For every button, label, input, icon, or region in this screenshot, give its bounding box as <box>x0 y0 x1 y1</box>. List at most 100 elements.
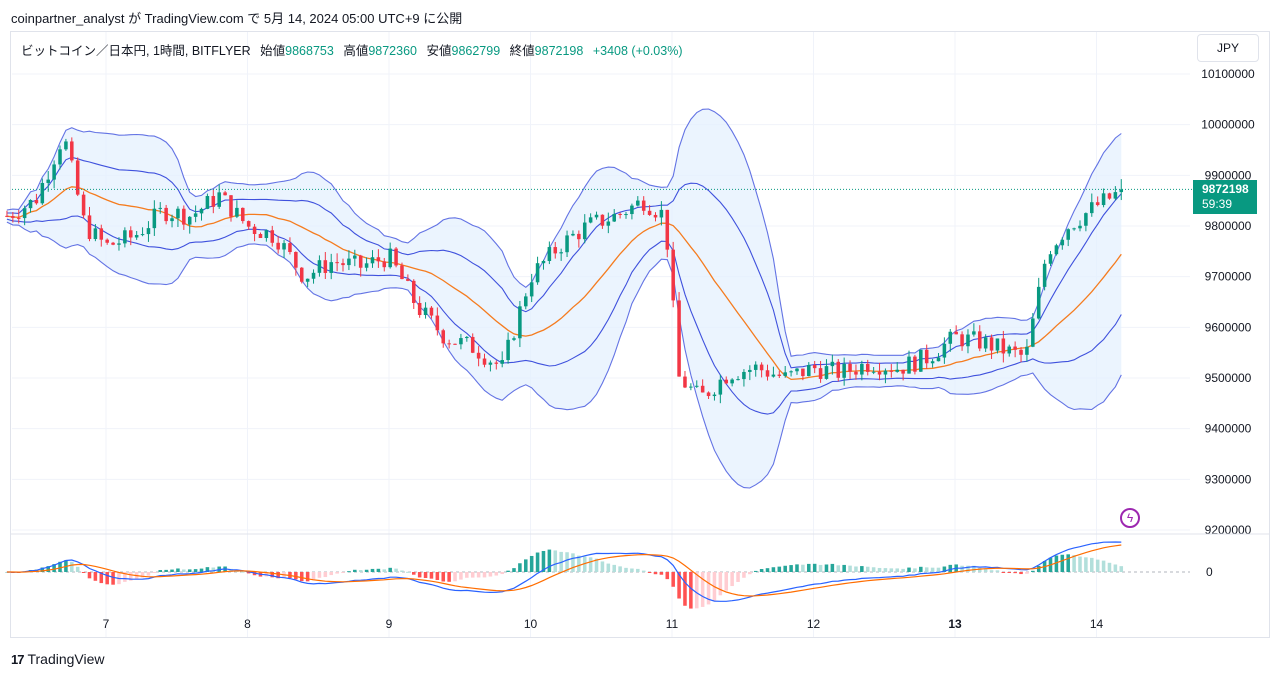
macd-histogram-bar <box>335 572 339 574</box>
macd-histogram-bar <box>848 565 852 572</box>
candle-body <box>358 255 363 268</box>
candle-body <box>689 386 693 388</box>
publish-info: coinpartner_analyst が TradingView.com で … <box>11 11 463 26</box>
macd-histogram-bar <box>429 572 434 579</box>
candle-body <box>1072 228 1076 230</box>
candle-body <box>724 379 729 384</box>
macd-histogram-bar <box>1101 560 1106 572</box>
candle-body <box>730 379 734 384</box>
candle-body <box>801 368 805 377</box>
candle-body <box>217 192 221 207</box>
macd-histogram-bar <box>241 571 245 573</box>
candle-body <box>624 214 628 216</box>
candle-body <box>347 258 351 266</box>
candle-body <box>1078 225 1082 229</box>
candle-body <box>647 210 652 215</box>
candle-body <box>659 209 664 218</box>
candle-body <box>299 267 304 282</box>
macd-histogram-bar <box>441 572 446 582</box>
candle-body <box>842 363 846 378</box>
candle-body <box>930 361 935 364</box>
candle-body <box>158 207 163 209</box>
low-value: 9862799 <box>451 44 501 58</box>
candle-body <box>152 208 157 229</box>
macd-histogram-bar <box>718 572 723 596</box>
y-tick-label: 10100000 <box>1201 67 1255 81</box>
macd-histogram-bar <box>500 572 504 575</box>
macd-histogram-bar <box>748 572 752 575</box>
macd-histogram-bar <box>140 572 145 578</box>
candle-body <box>818 368 823 379</box>
macd-histogram-bar <box>152 572 157 573</box>
macd-histogram-bar <box>877 567 882 572</box>
y-tick-label: 9700000 <box>1205 270 1252 284</box>
macd-histogram-bar <box>789 565 793 572</box>
macd-histogram-bar <box>70 561 74 572</box>
candle-body <box>518 306 522 339</box>
macd-histogram-bar <box>465 572 469 578</box>
candle-body <box>294 252 298 268</box>
macd-histogram-bar <box>270 572 275 578</box>
band-fill <box>6 109 1122 488</box>
candle-body <box>706 392 711 397</box>
brand: 17 TradingView <box>11 651 105 667</box>
candle-body <box>1101 193 1106 206</box>
macd-histogram-bar <box>618 566 622 572</box>
macd-histogram-bar <box>128 572 133 581</box>
candle-body <box>877 371 882 375</box>
candle-body <box>146 228 151 235</box>
macd-histogram-bar <box>671 572 675 587</box>
macd-histogram-bar <box>665 572 670 580</box>
candle-body <box>111 242 115 245</box>
candle-body <box>753 364 758 370</box>
candle-body <box>34 200 39 204</box>
macd-histogram-bar <box>989 570 994 572</box>
macd-histogram-bar <box>518 563 522 572</box>
candle-body <box>370 257 375 264</box>
y-tick-label: 9600000 <box>1205 320 1252 334</box>
candle-body <box>211 196 216 207</box>
macd-histogram-bar <box>512 568 516 572</box>
candle-body <box>1066 229 1070 240</box>
macd-histogram-bar <box>907 567 911 572</box>
x-tick-label: 10 <box>524 617 538 631</box>
bar-countdown: 59:39 <box>1202 197 1233 211</box>
candle-body <box>653 214 658 218</box>
candle-body <box>1095 202 1100 206</box>
candle-body <box>164 207 168 222</box>
macd-histogram-bar <box>630 568 634 572</box>
candle-body <box>494 362 499 364</box>
candle-body <box>288 243 292 253</box>
macd-histogram-bar <box>187 569 192 572</box>
candle-body <box>187 216 192 225</box>
band-lower-outer <box>6 221 1122 489</box>
candle-body <box>1113 192 1118 199</box>
y-tick-label: 9200000 <box>1205 523 1252 537</box>
macd-histogram-bar <box>860 566 864 572</box>
currency-button[interactable]: JPY <box>1197 34 1259 62</box>
x-tick-label: 14 <box>1090 617 1104 631</box>
macd-line <box>6 541 1122 602</box>
macd-histogram-bar <box>311 572 316 581</box>
candle-body <box>282 243 286 250</box>
macd-histogram-bar <box>75 566 80 572</box>
y-tick-label: 9400000 <box>1205 422 1252 436</box>
candle-body <box>783 372 787 376</box>
band-upper-inner <box>6 156 1122 369</box>
macd-histogram-bar <box>388 567 392 572</box>
macd-histogram-bar <box>1007 572 1012 573</box>
macd-histogram-bar <box>341 572 345 573</box>
candle-body <box>170 218 174 222</box>
candle-body <box>830 361 835 367</box>
candle-body <box>406 279 410 281</box>
candle-body <box>865 363 870 372</box>
bollinger-bands <box>6 108 1122 489</box>
macd-histogram-bar <box>93 572 98 581</box>
candle-body <box>22 208 27 219</box>
lightning-icon[interactable]: ϟ <box>1120 508 1140 528</box>
candle-body <box>435 315 440 331</box>
macd-histogram-bar <box>1036 565 1041 572</box>
candle-body <box>594 214 599 218</box>
candles <box>5 137 1124 404</box>
